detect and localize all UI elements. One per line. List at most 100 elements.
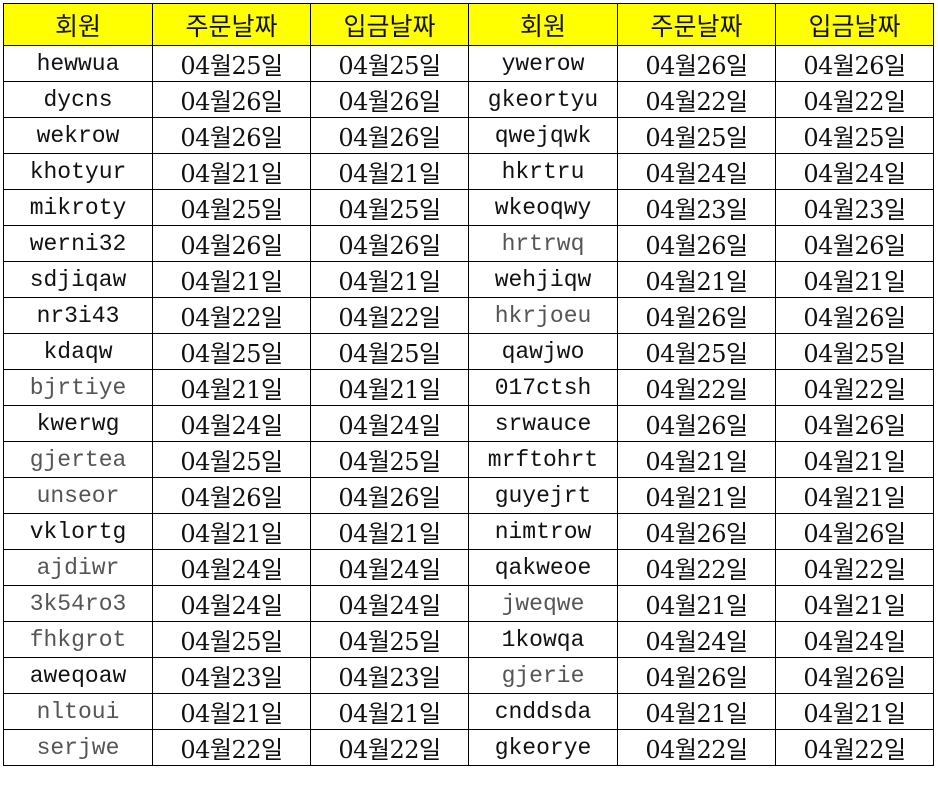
deposit-date-cell[interactable]: 04월24일 bbox=[310, 405, 469, 442]
deposit-date-cell[interactable]: 04월21일 bbox=[310, 693, 469, 730]
member-cell[interactable]: kdaqw bbox=[3, 333, 153, 370]
order-date-cell[interactable]: 04월24일 bbox=[152, 405, 311, 442]
deposit-date-cell[interactable]: 04월22일 bbox=[775, 369, 934, 406]
order-date-cell[interactable]: 04월25일 bbox=[152, 189, 311, 226]
order-date-cell[interactable]: 04월26일 bbox=[617, 225, 776, 262]
order-date-cell[interactable]: 04월25일 bbox=[152, 333, 311, 370]
deposit-date-cell[interactable]: 04월25일 bbox=[310, 441, 469, 478]
order-date-cell[interactable]: 04월21일 bbox=[617, 477, 776, 514]
deposit-date-cell[interactable]: 04월25일 bbox=[310, 189, 469, 226]
order-date-cell[interactable]: 04월26일 bbox=[617, 513, 776, 550]
member-cell[interactable]: nltoui bbox=[3, 693, 153, 730]
header-member[interactable]: 회원 bbox=[468, 3, 618, 46]
order-date-cell[interactable]: 04월26일 bbox=[617, 45, 776, 82]
member-cell[interactable]: unseor bbox=[3, 477, 153, 514]
order-date-cell[interactable]: 04월24일 bbox=[152, 549, 311, 586]
member-cell[interactable]: hkrtru bbox=[468, 153, 618, 190]
deposit-date-cell[interactable]: 04월26일 bbox=[775, 225, 934, 262]
deposit-date-cell[interactable]: 04월25일 bbox=[310, 333, 469, 370]
member-cell[interactable]: gkeorye bbox=[468, 729, 618, 766]
order-date-cell[interactable]: 04월25일 bbox=[152, 621, 311, 658]
deposit-date-cell[interactable]: 04월26일 bbox=[310, 477, 469, 514]
member-cell[interactable]: gjerie bbox=[468, 657, 618, 694]
deposit-date-cell[interactable]: 04월25일 bbox=[310, 621, 469, 658]
deposit-date-cell[interactable]: 04월21일 bbox=[775, 693, 934, 730]
member-cell[interactable]: ywerow bbox=[468, 45, 618, 82]
deposit-date-cell[interactable]: 04월21일 bbox=[310, 513, 469, 550]
member-cell[interactable]: khotyur bbox=[3, 153, 153, 190]
member-cell[interactable]: gjertea bbox=[3, 441, 153, 478]
deposit-date-cell[interactable]: 04월23일 bbox=[775, 189, 934, 226]
deposit-date-cell[interactable]: 04월24일 bbox=[310, 585, 469, 622]
order-date-cell[interactable]: 04월21일 bbox=[617, 261, 776, 298]
member-cell[interactable]: guyejrt bbox=[468, 477, 618, 514]
deposit-date-cell[interactable]: 04월22일 bbox=[310, 729, 469, 766]
order-date-cell[interactable]: 04월21일 bbox=[617, 585, 776, 622]
order-date-cell[interactable]: 04월26일 bbox=[152, 117, 311, 154]
order-date-cell[interactable]: 04월26일 bbox=[617, 657, 776, 694]
order-date-cell[interactable]: 04월26일 bbox=[152, 225, 311, 262]
order-date-cell[interactable]: 04월23일 bbox=[152, 657, 311, 694]
order-date-cell[interactable]: 04월21일 bbox=[152, 261, 311, 298]
deposit-date-cell[interactable]: 04월24일 bbox=[310, 549, 469, 586]
member-cell[interactable]: fhkgrot bbox=[3, 621, 153, 658]
deposit-date-cell[interactable]: 04월21일 bbox=[775, 585, 934, 622]
deposit-date-cell[interactable]: 04월26일 bbox=[310, 225, 469, 262]
member-cell[interactable]: 017ctsh bbox=[468, 369, 618, 406]
header-deposit-date[interactable]: 입금날짜 bbox=[775, 3, 934, 46]
order-date-cell[interactable]: 04월26일 bbox=[152, 81, 311, 118]
member-cell[interactable]: qwejqwk bbox=[468, 117, 618, 154]
member-cell[interactable]: jweqwe bbox=[468, 585, 618, 622]
member-cell[interactable]: nimtrow bbox=[468, 513, 618, 550]
member-cell[interactable]: srwauce bbox=[468, 405, 618, 442]
member-cell[interactable]: cnddsda bbox=[468, 693, 618, 730]
deposit-date-cell[interactable]: 04월26일 bbox=[775, 297, 934, 334]
member-cell[interactable]: serjwe bbox=[3, 729, 153, 766]
member-cell[interactable]: bjrtiye bbox=[3, 369, 153, 406]
order-date-cell[interactable]: 04월24일 bbox=[617, 153, 776, 190]
deposit-date-cell[interactable]: 04월24일 bbox=[775, 621, 934, 658]
member-cell[interactable]: 3k54ro3 bbox=[3, 585, 153, 622]
member-cell[interactable]: ajdiwr bbox=[3, 549, 153, 586]
member-cell[interactable]: hkrjoeu bbox=[468, 297, 618, 334]
deposit-date-cell[interactable]: 04월26일 bbox=[775, 45, 934, 82]
header-member[interactable]: 회원 bbox=[3, 3, 153, 46]
order-date-cell[interactable]: 04월25일 bbox=[152, 45, 311, 82]
member-cell[interactable]: aweqoaw bbox=[3, 657, 153, 694]
deposit-date-cell[interactable]: 04월24일 bbox=[775, 153, 934, 190]
order-date-cell[interactable]: 04월21일 bbox=[152, 369, 311, 406]
deposit-date-cell[interactable]: 04월26일 bbox=[310, 81, 469, 118]
member-cell[interactable]: wehjiqw bbox=[468, 261, 618, 298]
member-cell[interactable]: kwerwg bbox=[3, 405, 153, 442]
member-cell[interactable]: vklortg bbox=[3, 513, 153, 550]
member-cell[interactable]: dycns bbox=[3, 81, 153, 118]
member-cell[interactable]: 1kowqa bbox=[468, 621, 618, 658]
header-deposit-date[interactable]: 입금날짜 bbox=[310, 3, 469, 46]
order-date-cell[interactable]: 04월26일 bbox=[617, 297, 776, 334]
order-date-cell[interactable]: 04월25일 bbox=[617, 333, 776, 370]
deposit-date-cell[interactable]: 04월26일 bbox=[775, 405, 934, 442]
member-cell[interactable]: wekrow bbox=[3, 117, 153, 154]
order-date-cell[interactable]: 04월22일 bbox=[152, 729, 311, 766]
member-cell[interactable]: qawjwo bbox=[468, 333, 618, 370]
deposit-date-cell[interactable]: 04월21일 bbox=[310, 369, 469, 406]
order-date-cell[interactable]: 04월26일 bbox=[152, 477, 311, 514]
order-date-cell[interactable]: 04월24일 bbox=[152, 585, 311, 622]
order-date-cell[interactable]: 04월22일 bbox=[617, 729, 776, 766]
member-cell[interactable]: gkeortyu bbox=[468, 81, 618, 118]
deposit-date-cell[interactable]: 04월21일 bbox=[775, 441, 934, 478]
deposit-date-cell[interactable]: 04월23일 bbox=[310, 657, 469, 694]
deposit-date-cell[interactable]: 04월21일 bbox=[310, 261, 469, 298]
member-cell[interactable]: sdjiqaw bbox=[3, 261, 153, 298]
member-cell[interactable]: nr3i43 bbox=[3, 297, 153, 334]
order-date-cell[interactable]: 04월22일 bbox=[152, 297, 311, 334]
order-date-cell[interactable]: 04월26일 bbox=[617, 405, 776, 442]
deposit-date-cell[interactable]: 04월22일 bbox=[775, 729, 934, 766]
deposit-date-cell[interactable]: 04월26일 bbox=[775, 657, 934, 694]
order-date-cell[interactable]: 04월21일 bbox=[617, 693, 776, 730]
order-date-cell[interactable]: 04월21일 bbox=[617, 441, 776, 478]
deposit-date-cell[interactable]: 04월25일 bbox=[310, 45, 469, 82]
order-date-cell[interactable]: 04월21일 bbox=[152, 693, 311, 730]
member-cell[interactable]: mrftohrt bbox=[468, 441, 618, 478]
deposit-date-cell[interactable]: 04월22일 bbox=[775, 549, 934, 586]
